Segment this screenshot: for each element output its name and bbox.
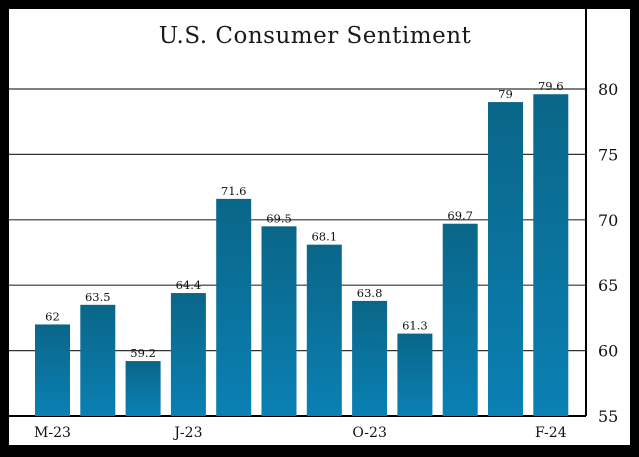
data-label: 71.6	[221, 184, 247, 198]
bar-1	[80, 304, 116, 416]
data-label: 63.5	[85, 290, 111, 304]
x-tick-label: F-24	[535, 425, 567, 441]
x-tick-label: M-23	[34, 425, 71, 441]
y-tick-label: 60	[598, 342, 618, 361]
bar-chart: U.S. Consumer Sentiment 62 63.5 59.2 64.4 71…	[9, 9, 618, 441]
y-tick-label: 70	[598, 211, 618, 230]
y-tick-label: 80	[598, 80, 618, 99]
data-label: 64.4	[176, 278, 202, 292]
bar-4	[216, 198, 252, 416]
chart-panel: U.S. Consumer Sentiment 62 63.5 59.2 64.4 71…	[9, 9, 630, 445]
y-tick-label: 65	[598, 276, 618, 295]
chart-title: U.S. Consumer Sentiment	[159, 23, 472, 49]
data-label: 69.5	[266, 211, 292, 225]
data-label: 68.1	[311, 230, 337, 244]
data-label: 61.3	[402, 319, 428, 333]
data-label: 63.8	[357, 286, 383, 300]
bar-3	[170, 293, 206, 416]
data-label: 59.2	[130, 346, 156, 360]
bar-11	[533, 94, 569, 417]
y-tick-label: 75	[598, 145, 618, 164]
data-label: 69.7	[447, 209, 473, 223]
x-tick-label: O-23	[352, 425, 387, 441]
bar-10	[488, 102, 523, 416]
y-tick-label: 55	[598, 407, 618, 426]
data-label: 79.6	[538, 79, 564, 93]
bar-2	[125, 361, 161, 416]
data-label: 79	[498, 87, 513, 101]
bar-6	[306, 244, 342, 416]
bar-8	[397, 333, 433, 416]
x-tick-label: J-23	[172, 425, 202, 441]
bar-5	[261, 226, 297, 416]
bar-9	[442, 223, 478, 416]
data-label: 62	[45, 309, 60, 323]
bar-7	[352, 300, 388, 416]
bar-0	[35, 324, 70, 416]
